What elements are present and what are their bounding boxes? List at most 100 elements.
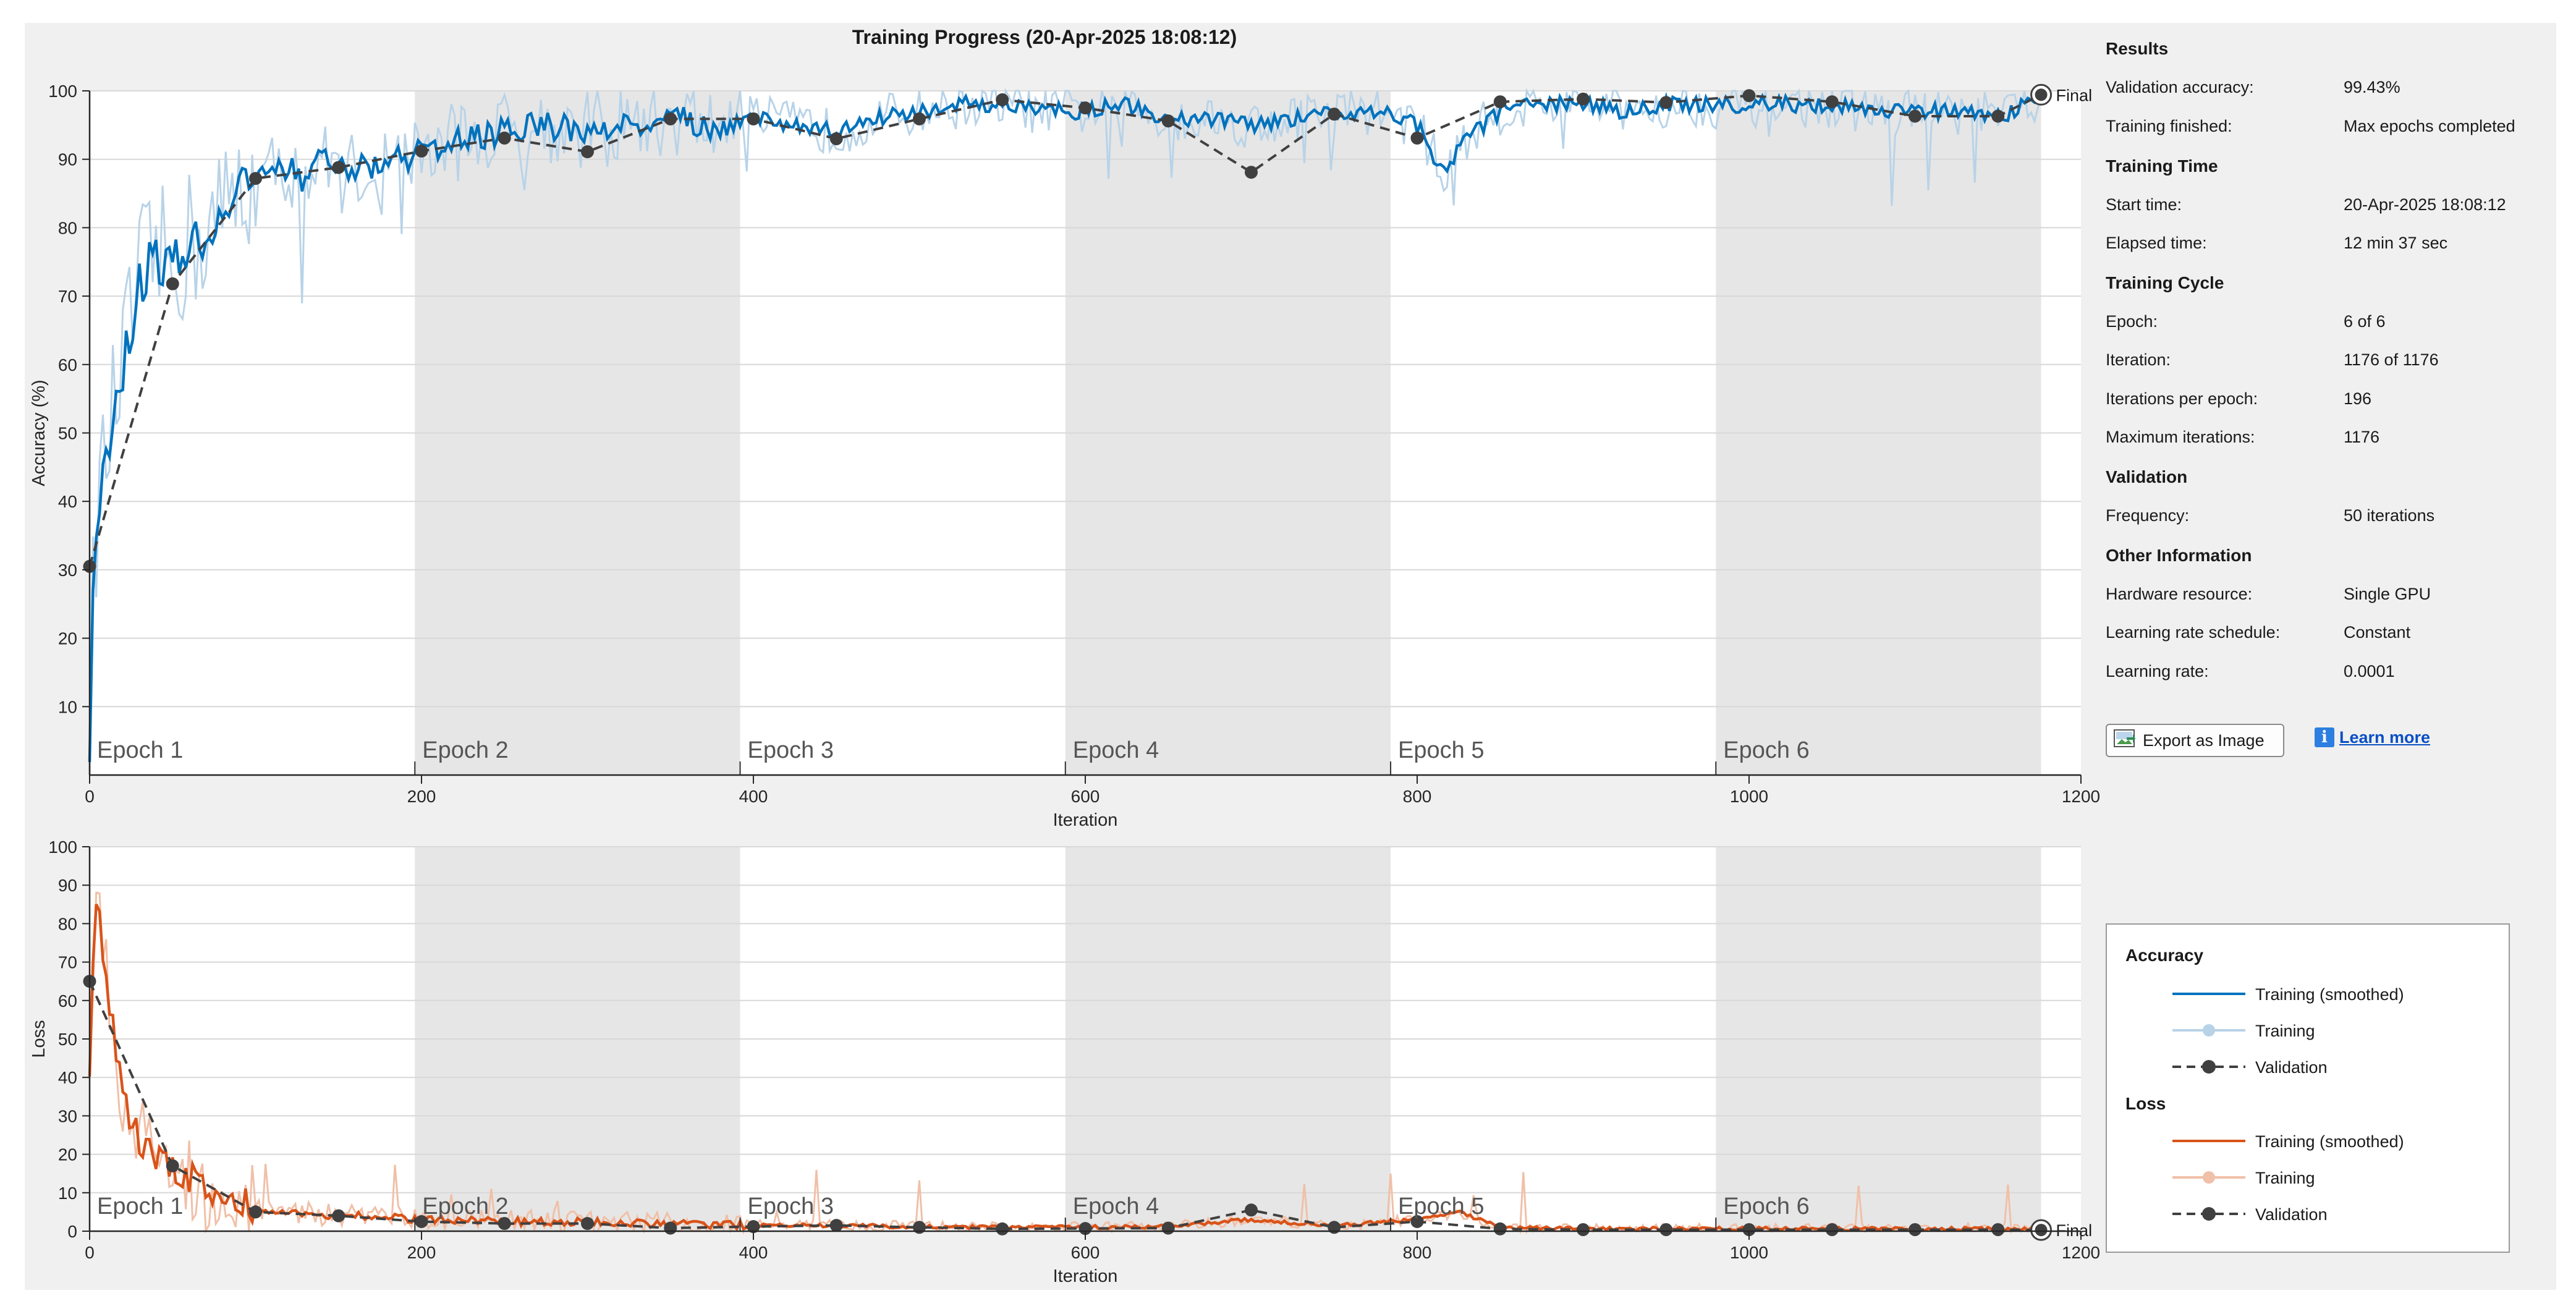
accuracy-validation-point [2035, 88, 2048, 101]
accuracy-validation-point [747, 112, 760, 125]
accuracy-y-tick-label: 20 [58, 629, 77, 648]
epoch-label: Epoch: [2106, 312, 2158, 331]
accuracy-epoch-label: Epoch 1 [97, 737, 183, 763]
legend-loss-smoothed-label: Training (smoothed) [2255, 1132, 2404, 1151]
figure-title: Training Progress (20-Apr-2025 18:08:12) [852, 26, 1237, 48]
learning-rate-label: Learning rate: [2106, 662, 2209, 680]
legend-loss-heading: Loss [2125, 1094, 2166, 1113]
legend-loss-training-label: Training [2255, 1169, 2315, 1187]
accuracy-x-tick-label: 400 [739, 787, 768, 806]
accuracy-y-tick-label: 70 [58, 287, 77, 306]
accuracy-validation-point [1328, 108, 1341, 121]
learning-rate-schedule-value: Constant [2344, 623, 2411, 642]
loss-validation-point [1742, 1223, 1756, 1237]
iteration-label: Iteration: [2106, 350, 2171, 369]
accuracy-validation-point [332, 161, 345, 174]
accuracy-validation-point [1161, 114, 1175, 128]
loss-validation-point [1577, 1223, 1590, 1237]
accuracy-y-tick-label: 30 [58, 561, 77, 580]
accuracy-validation-point [1577, 92, 1590, 106]
accuracy-y-tick-label: 90 [58, 150, 77, 169]
loss-validation-point [1493, 1222, 1507, 1236]
legend-loss-smoothed: Training (smoothed) [2169, 1129, 2502, 1153]
loss-epoch-label: Epoch 2 [422, 1193, 508, 1219]
loss-validation-point [1659, 1223, 1673, 1237]
accuracy-validation-point [1909, 109, 1921, 123]
loss-x-tick-label: 0 [85, 1243, 95, 1262]
start-time-label: Start time: [2106, 195, 2182, 214]
loss-validation-point [1991, 1223, 2005, 1237]
accuracy-x-tick-label: 1200 [2062, 787, 2100, 806]
legend: Accuracy Training (smoothed) Training Va… [2106, 923, 2510, 1253]
elapsed-time-label: Elapsed time: [2106, 234, 2207, 252]
validation-accuracy-label: Validation accuracy: [2106, 78, 2254, 96]
loss-y-tick-label: 50 [58, 1030, 77, 1049]
loss-epoch-label: Epoch 6 [1723, 1193, 1809, 1219]
training-time-heading: Training Time [2106, 156, 2218, 176]
other-information-heading: Other Information [2106, 546, 2252, 565]
learning-rate-value: 0.0001 [2344, 662, 2395, 680]
loss-validation-point [1825, 1223, 1839, 1237]
export-as-image-button[interactable]: Export as Image [2106, 724, 2284, 757]
loss-x-tick-label: 400 [739, 1243, 768, 1262]
accuracy-epoch-label: Epoch 2 [422, 737, 508, 763]
accuracy-training-smoothed-line [88, 91, 2043, 763]
validation-heading: Validation [2106, 467, 2188, 486]
results-heading: Results [2106, 39, 2169, 58]
loss-x-axis-label: Iteration [1053, 1266, 1118, 1286]
loss-epoch-label: Epoch 5 [1398, 1193, 1484, 1219]
iteration-value: 1176 of 1176 [2344, 350, 2439, 369]
accuracy-validation-point [1659, 96, 1673, 109]
start-time-value: 20-Apr-2025 18:08:12 [2344, 195, 2506, 214]
loss-validation-point [664, 1221, 677, 1235]
loss-validation-point [747, 1220, 760, 1234]
accuracy-y-tick-label: 80 [58, 218, 77, 237]
accuracy-validation-point [498, 131, 511, 145]
accuracy-plot: Final Epoch 1 Epoch 2 Epoch 3 Epoch 4 Epoch 5… [29, 82, 2100, 830]
accuracy-epoch-label: Epoch 3 [748, 737, 834, 763]
accuracy-validation-point [166, 277, 179, 290]
accuracy-validation-point [1245, 166, 1258, 179]
loss-y-tick-label: 10 [58, 1184, 77, 1203]
export-button-label: Export as Image [2143, 731, 2265, 750]
accuracy-y-tick-label: 50 [58, 424, 77, 443]
accuracy-validation-point [996, 93, 1009, 106]
loss-validation-point [1161, 1221, 1175, 1235]
accuracy-epoch-label: Epoch 6 [1723, 737, 1809, 763]
loss-validation-point [1410, 1214, 1424, 1228]
loss-x-tick-label: 800 [1403, 1243, 1432, 1262]
legend-loss-validation: Validation [2169, 1202, 2502, 1226]
maximum-iterations-label: Maximum iterations: [2106, 428, 2255, 446]
accuracy-epoch-label: Epoch 5 [1398, 737, 1484, 763]
learn-more-link[interactable]: i Learn more [2315, 727, 2430, 747]
loss-y-tick-label: 30 [58, 1106, 77, 1125]
accuracy-validation-point [1991, 109, 2005, 123]
loss-validation-point [581, 1217, 594, 1231]
accuracy-epoch-label: Epoch 4 [1073, 737, 1159, 763]
loss-y-tick-label: 80 [58, 914, 77, 933]
export-image-icon [2113, 729, 2135, 753]
accuracy-validation-point [1078, 101, 1092, 115]
legend-loss-training: Training [2169, 1165, 2502, 1190]
loss-epoch-label: Epoch 1 [97, 1193, 183, 1219]
learn-more-label: Learn more [2339, 727, 2431, 747]
loss-x-tick-label: 1200 [2062, 1243, 2100, 1262]
legend-accuracy-training: Training [2169, 1018, 2502, 1043]
training-progress-window: Training Progress (20-Apr-2025 18:08:12)… [25, 23, 2556, 1290]
accuracy-validation-point [1493, 95, 1507, 109]
loss-y-tick-label: 60 [58, 991, 77, 1011]
training-plots: Training Progress (20-Apr-2025 18:08:12)… [29, 26, 2100, 1286]
loss-y-tick-label: 20 [58, 1145, 77, 1164]
loss-validation-point [249, 1205, 262, 1219]
loss-validation-point [829, 1219, 843, 1232]
accuracy-validation-point [1742, 89, 1756, 103]
loss-y-tick-label: 100 [48, 837, 77, 857]
loss-validation-point [166, 1159, 179, 1172]
accuracy-x-tick-label: 0 [85, 787, 95, 806]
loss-validation-point [415, 1214, 428, 1228]
accuracy-x-tick-label: 1000 [1730, 787, 1768, 806]
legend-accuracy-heading: Accuracy [2125, 946, 2204, 965]
loss-epoch-label: Epoch 4 [1073, 1193, 1159, 1219]
loss-validation-point [498, 1217, 511, 1231]
